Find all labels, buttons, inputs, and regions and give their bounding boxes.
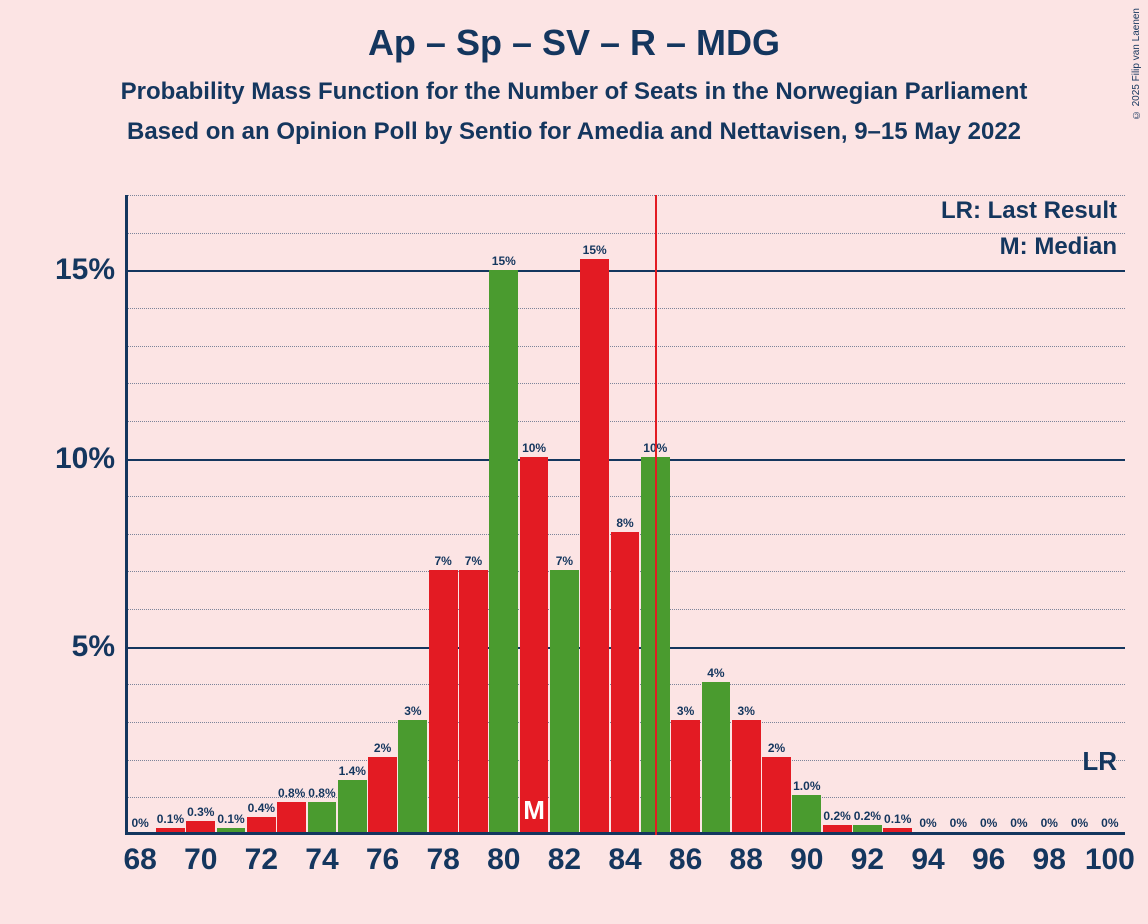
bar: 0.2% <box>823 825 852 832</box>
bar-value-label: 0% <box>1010 816 1027 832</box>
bar: 7% <box>550 570 579 832</box>
bar-value-label: 0% <box>1071 816 1088 832</box>
bar: 3% <box>398 720 427 832</box>
bar-value-label: 0.8% <box>308 786 335 802</box>
gridline-major <box>128 270 1125 272</box>
y-tick-label: 5% <box>15 630 115 664</box>
bar: 8% <box>611 532 640 832</box>
gridline-minor <box>128 233 1125 234</box>
bar: 0.8% <box>308 802 337 832</box>
bar: 7% <box>459 570 488 832</box>
bar: 0.8% <box>277 802 306 832</box>
bar: 0.3% <box>186 821 215 832</box>
x-tick-label: 92 <box>851 843 884 877</box>
x-tick-label: 70 <box>184 843 217 877</box>
x-tick-label: 74 <box>305 843 338 877</box>
bar: 3% <box>732 720 761 832</box>
bar-value-label: 0.1% <box>884 812 911 828</box>
legend-last-result: LR: Last Result <box>941 197 1117 225</box>
bar: 3% <box>671 720 700 832</box>
legend-median: M: Median <box>1000 233 1117 261</box>
bar-value-label: 3% <box>677 704 694 720</box>
y-axis <box>125 195 128 835</box>
x-tick-label: 96 <box>972 843 1005 877</box>
x-tick-label: 84 <box>608 843 641 877</box>
bar: 0.1% <box>217 828 246 832</box>
x-tick-label: 98 <box>1033 843 1066 877</box>
bar-value-label: 7% <box>556 554 573 570</box>
last-result-line <box>655 195 657 835</box>
bar-value-label: 0% <box>980 816 997 832</box>
x-tick-label: 72 <box>245 843 278 877</box>
bar-value-label: 0% <box>919 816 936 832</box>
bar: 0.1% <box>883 828 912 832</box>
bar: 0.1% <box>156 828 185 832</box>
bar-value-label: 0% <box>131 816 148 832</box>
bar-value-label: 4% <box>707 666 724 682</box>
bar-value-label: 2% <box>768 741 785 757</box>
bar-value-label: 2% <box>374 741 391 757</box>
bar-value-label: 0.3% <box>187 805 214 821</box>
gridline-minor <box>128 383 1125 384</box>
bar: 0.4% <box>247 817 276 832</box>
bar: 7% <box>429 570 458 832</box>
y-tick-label: 10% <box>15 442 115 476</box>
x-tick-label: 90 <box>790 843 823 877</box>
copyright-text: © 2025 Filip van Laenen <box>1131 8 1142 120</box>
bar-value-label: 7% <box>435 554 452 570</box>
chart-subtitle-1: Probability Mass Function for the Number… <box>0 64 1148 106</box>
bar: 1.0% <box>792 795 821 832</box>
x-tick-label: 78 <box>426 843 459 877</box>
x-axis <box>125 832 1125 835</box>
x-tick-label: 94 <box>911 843 944 877</box>
gridline-major <box>128 459 1125 461</box>
last-result-axis-label: LR <box>1082 746 1117 777</box>
x-tick-label: 68 <box>123 843 156 877</box>
bar: 1.4% <box>338 780 367 832</box>
median-marker: M <box>523 795 545 826</box>
chart-title: Ap – Sp – SV – R – MDG <box>0 0 1148 64</box>
bar-value-label: 8% <box>616 516 633 532</box>
bar-value-label: 0.2% <box>823 809 850 825</box>
bar-value-label: 0.2% <box>854 809 881 825</box>
x-tick-label: 100 <box>1085 843 1135 877</box>
bar-value-label: 1.4% <box>339 764 366 780</box>
bar-value-label: 3% <box>404 704 421 720</box>
x-tick-label: 86 <box>669 843 702 877</box>
bar-value-label: 15% <box>583 243 607 259</box>
bar-value-label: 0% <box>1041 816 1058 832</box>
bar: 4% <box>702 682 731 832</box>
bar-value-label: 10% <box>522 441 546 457</box>
bar: 2% <box>762 757 791 832</box>
gridline-minor <box>128 195 1125 196</box>
bar-value-label: 0.8% <box>278 786 305 802</box>
bar-value-label: 7% <box>465 554 482 570</box>
chart-subtitle-2: Based on an Opinion Poll by Sentio for A… <box>0 106 1148 146</box>
gridline-minor <box>128 496 1125 497</box>
bar-value-label: 1.0% <box>793 779 820 795</box>
gridline-minor <box>128 308 1125 309</box>
x-tick-label: 88 <box>730 843 763 877</box>
bar: 2% <box>368 757 397 832</box>
x-tick-label: 76 <box>366 843 399 877</box>
x-tick-label: 80 <box>487 843 520 877</box>
bar: 15% <box>489 270 518 832</box>
bar-value-label: 0% <box>1101 816 1118 832</box>
gridline-minor <box>128 346 1125 347</box>
bar-value-label: 3% <box>738 704 755 720</box>
bar-value-label: 0.4% <box>248 801 275 817</box>
bar-value-label: 15% <box>492 254 516 270</box>
bar: 10%M <box>520 457 549 832</box>
x-tick-label: 82 <box>548 843 581 877</box>
gridline-minor <box>128 421 1125 422</box>
bar-value-label: 0.1% <box>217 812 244 828</box>
bar-value-label: 0.1% <box>157 812 184 828</box>
chart-plot-area: LR: Last Result M: Median 5%10%15%687072… <box>125 195 1125 835</box>
bar: 15% <box>580 259 609 832</box>
bar-value-label: 0% <box>950 816 967 832</box>
y-tick-label: 15% <box>15 253 115 287</box>
bar: 0.2% <box>853 825 882 832</box>
